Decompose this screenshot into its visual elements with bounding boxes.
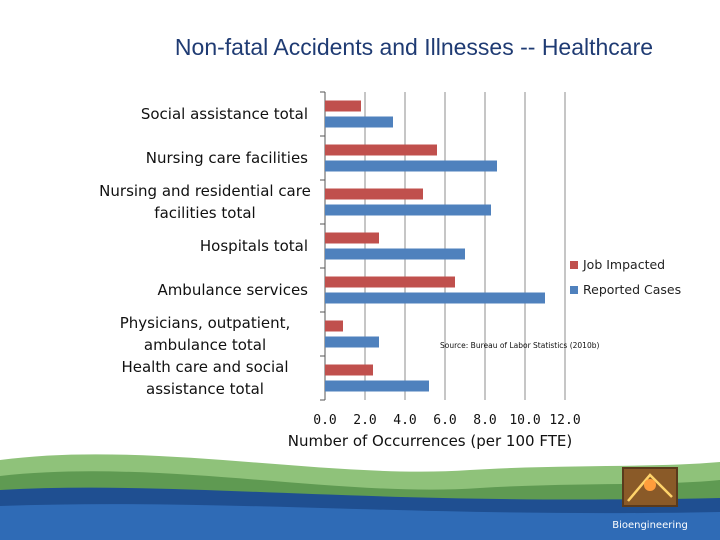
bioengineering-logo <box>622 467 678 507</box>
x-tick-label: 12.0 <box>549 413 580 428</box>
chart-legend: Job Impacted Reported Cases <box>570 252 681 302</box>
x-tick-label: 8.0 <box>473 413 496 428</box>
source-annotation: Source: Bureau of Labor Statistics (2010… <box>440 341 600 350</box>
x-tick-label: 10.0 <box>509 413 540 428</box>
bar-reported-cases <box>325 380 429 392</box>
bar-job-impacted <box>325 144 437 156</box>
x-axis-title: Number of Occurrences (per 100 FTE) <box>288 432 572 450</box>
bar-job-impacted <box>325 232 379 244</box>
footer-label: Bioengineering <box>612 520 688 531</box>
category-label: Physicians, outpatient, <box>120 314 291 332</box>
bar-reported-cases <box>325 204 491 216</box>
x-tick-label: 4.0 <box>393 413 416 428</box>
category-label: Nursing care facilities <box>146 149 308 167</box>
bar-job-impacted <box>325 364 373 376</box>
legend-swatch-job-impacted <box>570 260 578 269</box>
category-label: assistance total <box>146 380 264 398</box>
bar-reported-cases <box>325 248 465 260</box>
category-label: facilities total <box>154 204 255 222</box>
category-label: Ambulance services <box>157 281 308 299</box>
bar-job-impacted <box>325 100 361 112</box>
footer-decoration <box>0 454 720 540</box>
bar-job-impacted <box>325 320 343 332</box>
legend-item-reported-cases: Reported Cases <box>570 277 681 302</box>
bar-reported-cases <box>325 116 393 128</box>
x-tick-label: 0.0 <box>313 413 336 428</box>
bar-reported-cases <box>325 292 545 304</box>
category-label: Social assistance total <box>141 105 308 123</box>
category-label: ambulance total <box>144 336 266 354</box>
category-label: Health care and social <box>121 358 288 376</box>
x-tick-label: 2.0 <box>353 413 376 428</box>
bar-job-impacted <box>325 276 455 288</box>
category-label: Hospitals total <box>200 237 308 255</box>
bar-job-impacted <box>325 188 423 200</box>
legend-item-job-impacted: Job Impacted <box>570 252 681 277</box>
bar-reported-cases <box>325 160 497 172</box>
x-tick-label: 6.0 <box>433 413 456 428</box>
legend-swatch-reported-cases <box>570 285 578 294</box>
legend-label-job-impacted: Job Impacted <box>583 257 666 272</box>
legend-label-reported-cases: Reported Cases <box>583 282 682 297</box>
slide-title: Non-fatal Accidents and Illnesses -- Hea… <box>174 34 654 60</box>
category-label: Nursing and residential care <box>99 182 311 200</box>
bar-reported-cases <box>325 336 379 348</box>
